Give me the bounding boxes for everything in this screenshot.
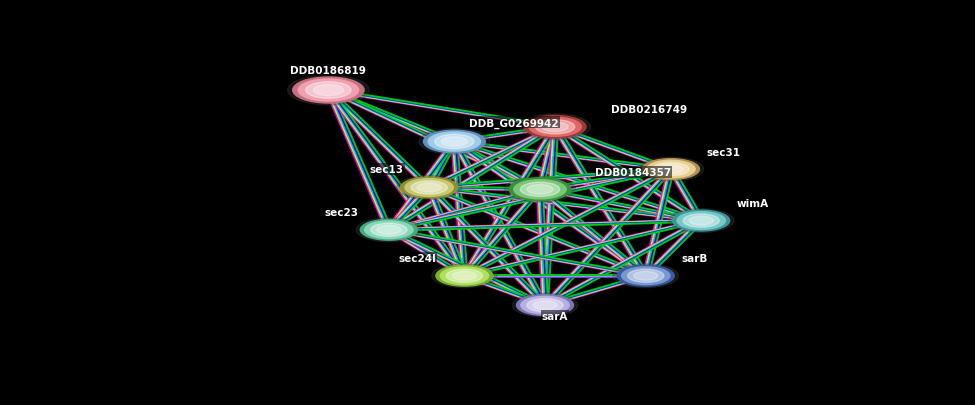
Text: DDB0216749: DDB0216749 [610,104,686,114]
Circle shape [520,115,591,141]
Circle shape [643,159,699,180]
Circle shape [535,120,574,134]
Circle shape [452,272,477,281]
Circle shape [542,123,568,132]
Circle shape [528,118,581,137]
Circle shape [646,161,695,179]
Circle shape [361,220,417,241]
Circle shape [639,158,704,181]
Circle shape [526,185,553,195]
Text: sec13: sec13 [370,165,404,175]
Circle shape [436,266,493,286]
Text: sec31: sec31 [706,147,740,157]
Circle shape [292,78,364,104]
Circle shape [401,178,457,198]
Circle shape [428,132,481,152]
Circle shape [447,269,483,283]
Circle shape [306,83,351,99]
Circle shape [442,137,467,147]
Circle shape [435,135,474,149]
Circle shape [411,181,448,195]
Circle shape [526,299,564,312]
Circle shape [683,214,720,228]
Circle shape [397,176,462,200]
Text: DDB_G0269942: DDB_G0269942 [470,118,559,128]
Circle shape [514,180,566,199]
Circle shape [677,212,725,230]
Circle shape [533,301,557,310]
Circle shape [634,272,658,281]
Circle shape [417,183,442,192]
Circle shape [441,267,488,285]
Circle shape [622,267,670,285]
Text: sec23: sec23 [325,208,359,218]
Text: sec24l: sec24l [399,254,436,264]
Circle shape [505,177,575,203]
Circle shape [525,116,586,139]
Circle shape [365,222,413,239]
Text: wimA: wimA [736,198,768,209]
Circle shape [669,209,734,233]
Circle shape [419,129,489,155]
Circle shape [689,217,714,226]
Circle shape [432,264,497,288]
Circle shape [659,165,683,174]
Text: sarB: sarB [681,254,708,264]
Circle shape [376,226,401,234]
Circle shape [513,294,577,317]
Circle shape [521,296,569,314]
Circle shape [509,179,571,201]
Circle shape [405,179,453,197]
Circle shape [653,163,689,176]
Circle shape [298,80,359,102]
Circle shape [288,76,370,106]
Circle shape [617,266,675,286]
Circle shape [521,183,560,197]
Text: sarA: sarA [542,311,568,321]
Circle shape [613,264,679,288]
Circle shape [423,131,486,153]
Circle shape [313,85,343,96]
Circle shape [370,224,407,237]
Text: DDB0184357: DDB0184357 [596,167,672,177]
Text: DDB0186819: DDB0186819 [291,66,367,76]
Circle shape [356,218,421,242]
Circle shape [628,269,664,283]
Circle shape [517,295,573,316]
Circle shape [673,211,729,231]
